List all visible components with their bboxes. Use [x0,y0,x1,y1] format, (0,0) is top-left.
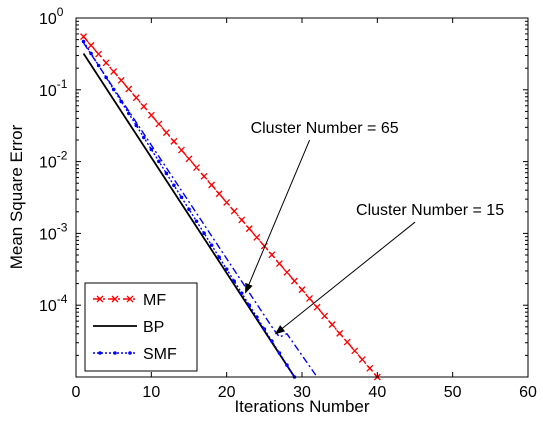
series-marker-smf [172,183,176,188]
series-marker-smf [224,267,229,271]
x-axis-label: Iterations Number [234,397,369,416]
series-marker-smf [239,291,244,295]
series-marker-smf [232,279,236,283]
series-marker-mf [283,268,291,276]
series-marker-smf [81,39,86,44]
plot-frame [75,17,529,378]
series-marker-smf [179,195,184,200]
legend-items: MF BP SMF [93,292,177,363]
series-marker-mf [291,277,298,285]
legend-label-smf: SMF [143,346,177,363]
series-marker-mf [132,94,140,102]
x-tick-label: 50 [444,384,462,401]
series-marker-smf [247,303,252,307]
x-tick-label: 40 [368,384,386,401]
series-marker-mf [95,50,103,58]
series-marker-smf [119,99,123,104]
series-marker-smf [285,363,289,367]
series-marker-mf [147,111,155,119]
series-marker-smf [209,243,214,248]
series-marker-mf [358,356,366,364]
series-layer [80,33,381,381]
x-tick-label: 20 [218,384,236,401]
y-axis-label: Mean Square Error [7,124,26,269]
series-marker-mf [298,286,306,294]
y-tick-label: 10-2 [39,149,68,172]
legend-marker-smf [98,351,102,355]
series-marker-mf [200,172,208,180]
legend-label-mf: MF [143,292,166,309]
legend-marker-mf [126,295,134,303]
x-tick-label: 10 [142,384,160,401]
annotation-label: Cluster Number = 65 [251,120,399,137]
legend: MF BP SMF [84,282,198,372]
annotation-arrow [274,221,416,335]
series-marker-smf [277,351,282,355]
y-tick-label: 100 [39,5,64,28]
series-marker-mf [155,120,163,128]
x-tick-label: 30 [293,384,311,401]
series-marker-mf [238,216,246,224]
series-marker-mf [223,198,231,206]
series-marker-smf [142,135,146,140]
series-line-unlabeled-3 [82,42,318,378]
series-marker-mf [328,321,336,329]
series-marker-mf [215,190,223,198]
series-marker-mf [170,137,178,145]
annotation-arrow [245,139,311,294]
legend-marker-mf [111,295,119,303]
series-marker-smf [164,171,169,176]
series-marker-mf [87,41,95,49]
series-marker-mf [117,76,125,84]
series-marker-smf [157,159,161,164]
series-marker-smf [194,219,199,224]
legend-marker-smf [113,351,117,355]
x-tick-label: 60 [519,384,537,401]
series-marker-smf [254,315,259,319]
annotation-label: Cluster Number = 15 [356,202,504,219]
series-marker-mf [351,347,359,355]
series-marker-mf [275,260,283,268]
series-marker-mf [110,68,118,76]
legend-box [84,282,198,372]
series-marker-smf [270,339,274,343]
legend-label-bp: BP [143,319,164,336]
annotation-layer: Cluster Number = 65 Cluster Number = 15 [245,120,504,335]
series-marker-mf [306,294,313,302]
series-marker-mf [313,303,321,311]
series-marker-mf [185,155,193,163]
series-marker-mf [208,181,216,189]
series-marker-mf [140,102,148,110]
series-marker-smf [262,327,267,331]
series-marker-mf [366,364,374,372]
series-marker-mf [193,164,200,172]
series-marker-smf [187,207,191,212]
series-marker-mf [321,312,329,320]
series-marker-smf [126,111,131,116]
series-marker-mf [336,329,344,337]
y-tick-label: 10-4 [39,292,68,315]
series-marker-smf [202,231,206,236]
y-tick-label: 10-1 [39,77,68,100]
series-marker-mf [80,33,87,41]
y-tick-label: 10-3 [39,220,68,243]
series-marker-mf [253,233,261,241]
series-marker-smf [134,123,139,128]
legend-marker-smf [128,351,132,355]
series-marker-mf [102,59,110,67]
x-tick-label: 0 [72,384,81,401]
series-marker-mf [245,225,253,233]
series-marker-smf [149,147,154,152]
series-marker-mf [178,146,185,154]
series-marker-mf [162,129,170,137]
series-marker-mf [125,85,133,93]
series-marker-mf [268,251,276,259]
series-marker-mf [230,207,238,215]
series-marker-mf [343,338,351,346]
legend-marker-mf [96,295,104,303]
series-line-bp [82,53,296,378]
series-marker-smf [217,255,221,259]
